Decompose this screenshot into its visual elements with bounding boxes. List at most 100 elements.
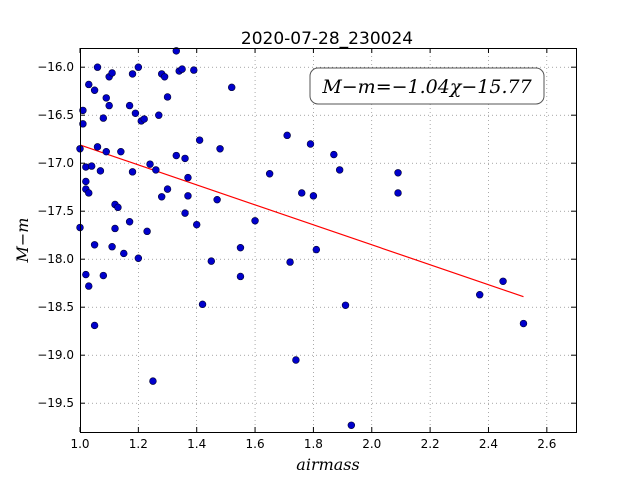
data-point: [298, 189, 306, 197]
data-point: [102, 147, 110, 156]
data-point: [152, 166, 160, 174]
data-point: [160, 73, 169, 81]
x-tick-label: 1.4: [187, 437, 206, 451]
data-point: [96, 167, 105, 175]
data-point: [125, 218, 134, 226]
y-tick-label: −19.0: [37, 348, 74, 362]
data-point: [236, 243, 245, 252]
data-point: [184, 192, 192, 200]
data-point: [149, 377, 157, 385]
data-point: [90, 241, 99, 249]
y-axis-label: M−m: [13, 218, 32, 264]
y-tick-label: −17.5: [37, 204, 74, 218]
data-point: [195, 136, 204, 144]
plot-frame: [80, 48, 577, 433]
data-point: [251, 217, 259, 225]
data-point: [216, 145, 224, 153]
data-point: [99, 114, 108, 122]
x-tick-label: 1.6: [246, 437, 265, 451]
data-point: [330, 150, 338, 159]
y-tick-label: −17.0: [37, 156, 74, 170]
data-point: [111, 224, 119, 233]
data-point: [499, 277, 507, 285]
data-point: [213, 195, 221, 204]
data-point: [394, 169, 402, 177]
data-point: [131, 109, 140, 117]
data-point: [341, 301, 350, 309]
data-point: [134, 254, 143, 262]
data-point: [82, 270, 90, 279]
data-point: [286, 258, 294, 266]
data-point: [198, 300, 207, 309]
y-tick-label: −18.5: [37, 300, 74, 314]
data-point: [265, 170, 274, 178]
data-point: [172, 151, 180, 160]
data-point: [309, 192, 318, 200]
data-point: [172, 47, 180, 55]
data-point: [128, 168, 137, 176]
data-point: [79, 106, 87, 115]
x-tick-label: 1.2: [129, 437, 148, 451]
data-point: [85, 282, 93, 290]
x-axis-label: airmass: [296, 455, 359, 474]
data-point: [155, 111, 163, 119]
axis-ticks: 1.0 1.2 1.4 1.6 1.8 2.0 2.2 2.4 2.6 −16.0 −16.5 −17…: [37, 48, 576, 451]
data-point: [114, 203, 122, 212]
data-point: [181, 154, 189, 163]
data-point: [87, 162, 96, 170]
data-point: [228, 83, 236, 92]
data-point: [157, 193, 166, 201]
data-point: [207, 257, 215, 265]
data-point: [184, 173, 192, 182]
equation-annotation: M−m=−1.04χ−15.77: [309, 67, 545, 105]
data-point: [134, 63, 143, 71]
data-point: [93, 63, 102, 71]
grid-lines: [80, 48, 576, 432]
data-point: [292, 356, 300, 364]
data-point: [163, 93, 172, 101]
data-point: [190, 66, 198, 74]
data-point: [117, 147, 125, 156]
data-point: [394, 189, 402, 197]
data-point: [140, 115, 148, 123]
data-point: [102, 94, 110, 102]
data-point: [79, 120, 87, 128]
data-point: [85, 80, 93, 89]
data-point: [143, 227, 151, 236]
x-tick-label: 2.4: [479, 437, 498, 451]
data-point: [82, 177, 90, 186]
y-tick-label: −16.0: [37, 60, 74, 74]
data-point: [108, 69, 116, 77]
data-points: [76, 47, 528, 429]
data-point: [146, 160, 154, 168]
data-point: [347, 421, 356, 429]
data-point: [125, 101, 134, 110]
x-tick-label: 1.8: [304, 437, 323, 451]
data-point: [108, 243, 116, 251]
data-point: [85, 189, 93, 197]
data-point: [120, 249, 128, 258]
annotation-box: [309, 67, 545, 105]
data-point: [306, 140, 315, 148]
data-point: [236, 272, 245, 281]
data-point: [90, 321, 99, 330]
x-tick-label: 2.6: [537, 437, 556, 451]
data-point: [163, 185, 172, 193]
x-tick-label: 2.0: [362, 437, 381, 451]
y-tick-label: −19.5: [37, 396, 74, 410]
data-point: [335, 166, 344, 174]
data-point: [93, 143, 102, 151]
data-point: [99, 271, 108, 280]
data-point: [312, 245, 321, 254]
fit-equation: M−m=−1.04χ−15.77: [321, 76, 532, 98]
data-point: [128, 70, 137, 78]
x-tick-label: 1.0: [70, 437, 89, 451]
chart-title: 2020-07-28_230024: [241, 29, 413, 49]
y-tick-label: −18.0: [37, 252, 74, 266]
data-point: [105, 101, 113, 110]
y-tick-label: −16.5: [37, 108, 74, 122]
data-point: [476, 291, 484, 299]
data-point: [178, 65, 186, 73]
data-point: [283, 131, 291, 140]
